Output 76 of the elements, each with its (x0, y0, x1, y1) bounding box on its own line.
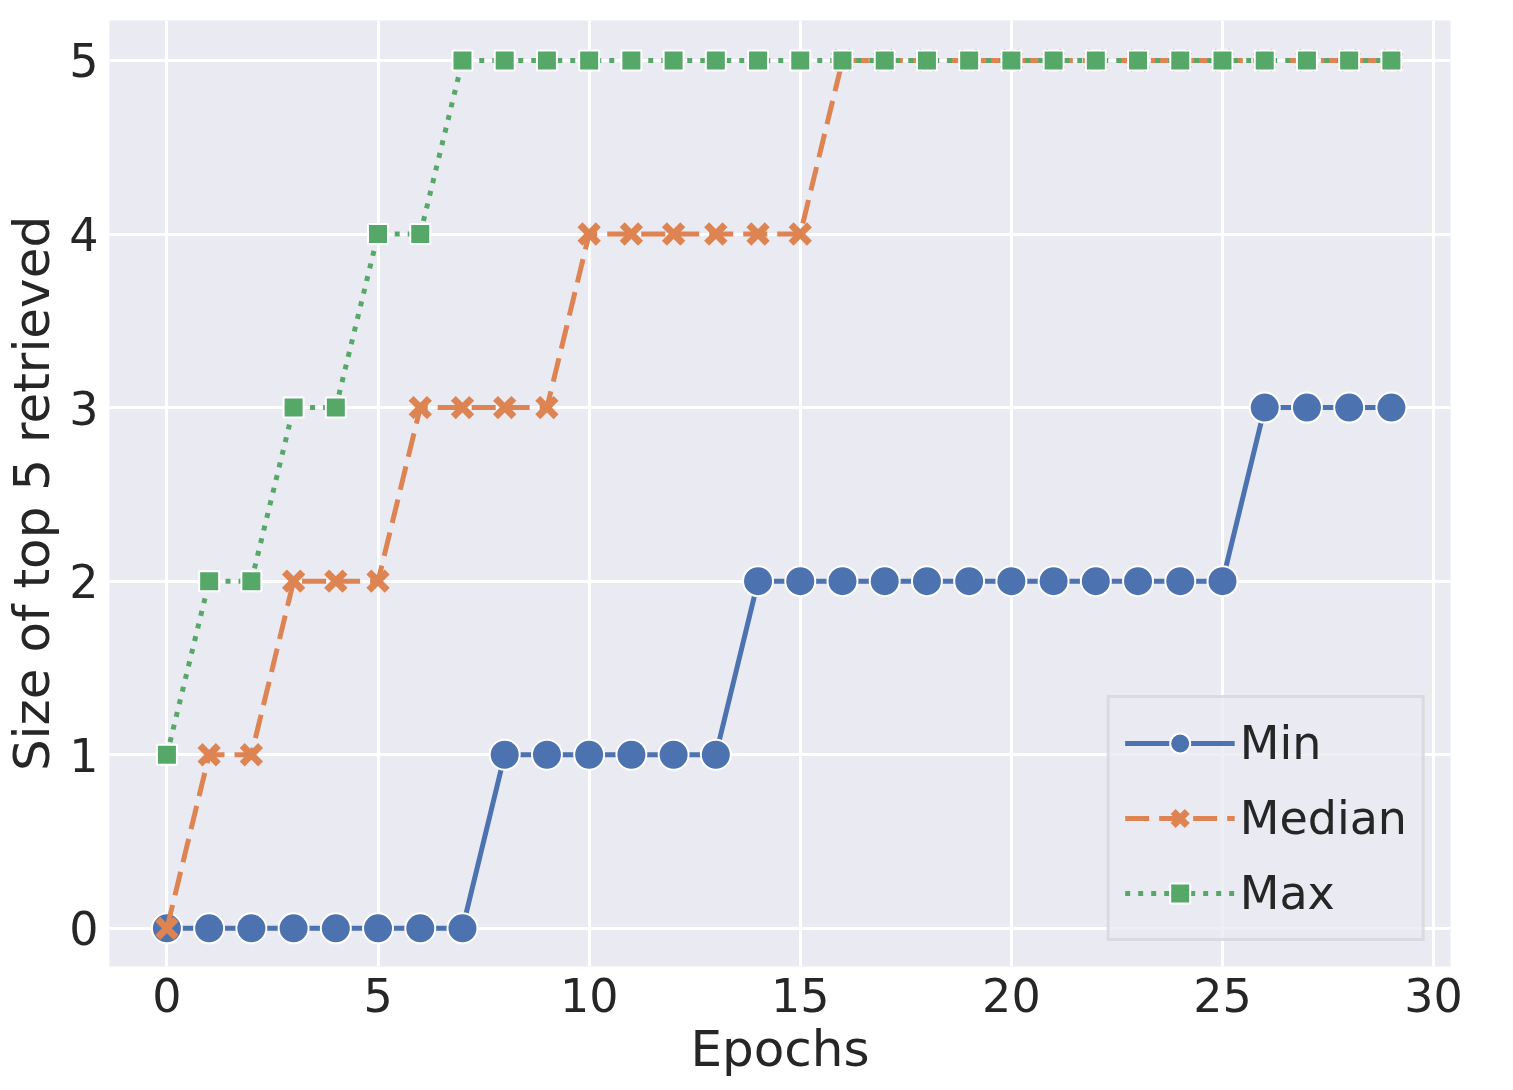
y-tick-label: 2 (69, 555, 99, 610)
point (324, 396, 347, 419)
point (1037, 565, 1070, 598)
point (1333, 391, 1366, 424)
point (488, 738, 521, 771)
x-tick-label: 10 (559, 968, 619, 1023)
y-axis-title: Size of top 5 retrieved (3, 215, 62, 772)
point (493, 49, 516, 72)
point (704, 49, 727, 72)
point (319, 912, 352, 945)
point (1206, 565, 1239, 598)
point (365, 568, 391, 594)
point (240, 570, 263, 593)
point (787, 221, 813, 247)
point (742, 565, 775, 598)
point (1375, 391, 1408, 424)
point (576, 221, 602, 247)
point (953, 565, 986, 598)
point (615, 738, 648, 771)
x-tick-label: 5 (363, 968, 393, 1023)
point (1290, 391, 1323, 424)
point (404, 912, 437, 945)
x-tick-label: 0 (152, 968, 182, 1023)
point (784, 565, 817, 598)
legend-label: Median (1239, 790, 1407, 847)
y-tick-label: 5 (69, 34, 99, 89)
point (578, 49, 601, 72)
point (573, 738, 606, 771)
point (530, 738, 563, 771)
legend-label: Min (1239, 715, 1322, 772)
y-tick-label: 1 (69, 728, 99, 783)
point (660, 221, 687, 247)
point (367, 223, 390, 245)
point (910, 565, 943, 598)
point (196, 742, 222, 768)
point (198, 570, 221, 593)
point (620, 49, 643, 72)
y-tick-label: 0 (69, 902, 99, 957)
point (362, 912, 395, 945)
point (155, 743, 178, 766)
point (703, 221, 729, 247)
point (280, 568, 307, 594)
point (826, 565, 859, 598)
x-tick-label: 25 (1193, 968, 1252, 1023)
x-tick-label: 30 (1404, 968, 1463, 1023)
point (1079, 565, 1112, 598)
y-tick-label: 3 (69, 381, 99, 436)
point (662, 49, 685, 72)
point (323, 568, 349, 594)
point (446, 912, 479, 945)
point (193, 912, 226, 945)
y-tick-label: 4 (69, 208, 99, 262)
point (282, 396, 305, 419)
point (747, 49, 770, 72)
point (409, 223, 432, 245)
point (789, 49, 812, 72)
point (235, 912, 268, 945)
point (277, 912, 310, 945)
point (745, 221, 771, 247)
point (1248, 391, 1281, 424)
point (238, 742, 265, 768)
x-tick-label: 20 (982, 968, 1041, 1023)
point (618, 221, 645, 247)
legend-label: Max (1239, 865, 1335, 922)
point (995, 565, 1028, 598)
point (492, 394, 518, 421)
point (868, 565, 901, 598)
point (407, 394, 433, 421)
point (449, 394, 476, 421)
point (535, 49, 558, 72)
point (1122, 565, 1155, 598)
point (657, 738, 690, 771)
point (699, 738, 732, 771)
point (1164, 565, 1197, 598)
point (534, 394, 560, 421)
point (451, 49, 474, 72)
